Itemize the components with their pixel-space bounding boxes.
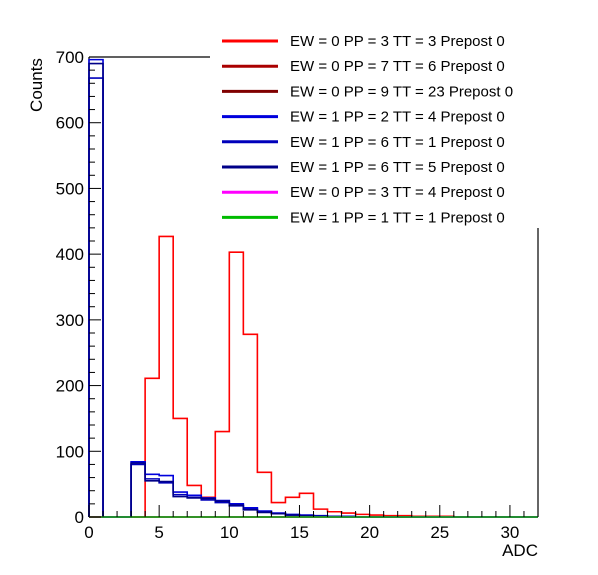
legend-label-6: EW = 0 PP = 3 TT = 4 Prepost 0 xyxy=(290,184,505,201)
legend-label-5: EW = 1 PP = 6 TT = 5 Prepost 0 xyxy=(290,159,505,176)
series-layer xyxy=(88,58,538,518)
y-tick-label: 600 xyxy=(56,114,84,133)
x-tick-label: 5 xyxy=(154,523,163,542)
x-tick-label: 0 xyxy=(84,523,93,542)
y-axis: 0 100 200 300 400 500 600 700 xyxy=(56,48,101,527)
y-tick-label: 100 xyxy=(56,442,84,461)
legend-label-0: EW = 0 PP = 3 TT = 3 Prepost 0 xyxy=(290,33,505,50)
x-axis: 0 5 10 15 20 25 30 xyxy=(84,505,539,542)
legend-label-2: EW = 0 PP = 9 TT = 23 Prepost 0 xyxy=(290,83,513,100)
x-tick-label: 20 xyxy=(360,523,379,542)
x-tick-label: 15 xyxy=(290,523,309,542)
y-tick-label: 500 xyxy=(56,179,84,198)
y-axis-title: Counts xyxy=(27,58,46,112)
series-3-histogram xyxy=(88,58,538,518)
legend-label-1: EW = 0 PP = 7 TT = 6 Prepost 0 xyxy=(290,58,505,75)
y-tick-label: 200 xyxy=(56,377,84,396)
x-axis-title: ADC xyxy=(502,541,538,560)
x-tick-label: 25 xyxy=(430,523,449,542)
plot-frame xyxy=(88,56,539,518)
series-5-histogram xyxy=(88,62,538,518)
x-tick-label: 30 xyxy=(500,523,519,542)
y-tick-label: 0 xyxy=(75,508,84,527)
legend-label-3: EW = 1 PP = 2 TT = 4 Prepost 0 xyxy=(290,109,505,126)
x-tick-label: 10 xyxy=(220,523,239,542)
y-tick-label: 400 xyxy=(56,245,84,264)
legend: EW = 0 PP = 3 TT = 3 Prepost 0 EW = 0 PP … xyxy=(222,33,513,226)
legend-label-7: EW = 1 PP = 1 TT = 1 Prepost 0 xyxy=(290,209,505,226)
legend-label-4: EW = 1 PP = 6 TT = 1 Prepost 0 xyxy=(290,134,505,151)
y-tick-label: 700 xyxy=(56,48,84,67)
y-tick-label: 300 xyxy=(56,311,84,330)
